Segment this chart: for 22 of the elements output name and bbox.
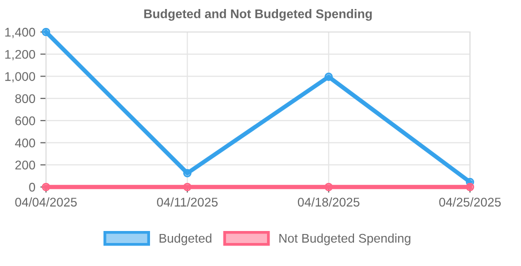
point	[183, 168, 192, 178]
y-tick-label: 1,200	[5, 50, 36, 60]
y-tick-label: 200	[15, 160, 36, 170]
point	[324, 182, 333, 192]
point	[324, 72, 333, 82]
point	[42, 182, 50, 192]
point	[42, 28, 50, 36]
y-tick-label: 800	[15, 94, 36, 104]
y-tick-label: 400	[15, 138, 36, 148]
chart-title: Budgeted and Not Budgeted Spending	[144, 9, 372, 21]
y-tick-label: 0	[29, 182, 36, 192]
point	[183, 182, 192, 192]
x-tick-label: 04/25/2025	[439, 197, 501, 207]
legend-label: Budgeted	[160, 234, 212, 246]
point	[466, 182, 474, 192]
y-tick-label: 1,000	[5, 72, 36, 82]
legend-label: Not Budgeted Spending	[279, 234, 410, 246]
x-tick-label: 04/18/2025	[298, 197, 360, 207]
x-tick-label: 04/11/2025	[157, 197, 218, 207]
x-tick-label: 04/04/2025	[15, 197, 77, 207]
y-tick-label: 1,400	[5, 28, 36, 38]
y-tick-label: 600	[15, 116, 36, 126]
